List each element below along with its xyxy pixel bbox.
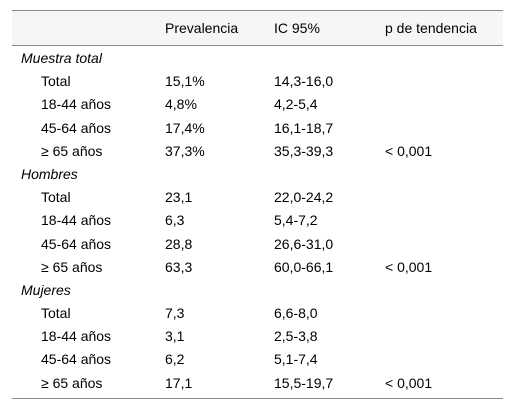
prevalencia-cell: 17,1 — [165, 374, 193, 391]
table-header: Prevalencia IC 95% p de tendencia — [12, 10, 503, 46]
ic-cell: 35,3-39,3 — [274, 142, 334, 159]
section-row: Hombres — [12, 163, 503, 186]
ic-cell: 5,4-7,2 — [274, 212, 318, 229]
section-title: Muestra total — [21, 50, 102, 66]
table-row: 18-44 años 4,8% 4,2-5,4 — [12, 93, 503, 116]
table-row: Total 15,1% 14,3-16,0 — [12, 70, 503, 93]
column-header-ic: IC 95% — [274, 20, 320, 36]
row-label: 18-44 años — [41, 212, 112, 229]
section-row: Mujeres — [12, 279, 503, 302]
ic-cell: 5,1-7,4 — [274, 351, 318, 368]
table-bottom-rule — [12, 398, 503, 399]
ic-cell: 15,5-19,7 — [274, 374, 334, 391]
section-title: Hombres — [21, 165, 78, 182]
table-row: ≥ 65 años 37,3% 35,3-39,3 < 0,001 — [12, 140, 503, 163]
column-header-p: p de tendencia — [385, 20, 477, 36]
prevalencia-cell: 28,8 — [165, 235, 193, 252]
row-label: 18-44 años — [41, 96, 112, 113]
table-row: 45-64 años 28,8 26,6-31,0 — [12, 233, 503, 256]
table-row: 45-64 años 6,2 5,1-7,4 — [12, 348, 503, 371]
prevalencia-cell: 37,3% — [165, 142, 205, 159]
ic-cell: 22,0-24,2 — [274, 189, 334, 206]
prevalencia-cell: 15,1% — [165, 73, 205, 90]
prevalencia-cell: 17,4% — [165, 119, 205, 136]
table-row: Total 23,1 22,0-24,2 — [12, 186, 503, 209]
p-cell: < 0,001 — [385, 374, 433, 391]
table-row: ≥ 65 años 63,3 60,0-66,1 < 0,001 — [12, 256, 503, 279]
prevalencia-cell: 4,8% — [165, 96, 197, 113]
prevalencia-cell: 6,2 — [165, 351, 185, 368]
section-title: Mujeres — [21, 281, 71, 298]
row-label: 45-64 años — [41, 235, 112, 252]
ic-cell: 6,6-8,0 — [274, 305, 318, 322]
prevalence-table: Prevalencia IC 95% p de tendencia Muestr… — [12, 10, 503, 399]
row-label: ≥ 65 años — [41, 142, 103, 159]
prevalencia-cell: 23,1 — [165, 189, 193, 206]
section-row: Muestra total — [12, 47, 503, 70]
table-row: 18-44 años 6,3 5,4-7,2 — [12, 209, 503, 232]
row-label: Total — [41, 73, 71, 90]
row-label: 45-64 años — [41, 119, 112, 136]
row-label: Total — [41, 189, 71, 206]
table-row: 18-44 años 3,1 2,5-3,8 — [12, 325, 503, 348]
prevalencia-cell: 7,3 — [165, 305, 185, 322]
ic-cell: 14,3-16,0 — [274, 73, 334, 90]
ic-cell: 26,6-31,0 — [274, 235, 334, 252]
p-cell: < 0,001 — [385, 258, 433, 275]
table-row: 45-64 años 17,4% 16,1-18,7 — [12, 117, 503, 140]
table-row: Total 7,3 6,6-8,0 — [12, 302, 503, 325]
prevalencia-cell: 3,1 — [165, 328, 185, 345]
ic-cell: 4,2-5,4 — [274, 96, 318, 113]
ic-cell: 16,1-18,7 — [274, 119, 334, 136]
ic-cell: 60,0-66,1 — [274, 258, 334, 275]
row-label: 45-64 años — [41, 351, 112, 368]
ic-cell: 2,5-3,8 — [274, 328, 318, 345]
row-label: Total — [41, 305, 71, 322]
column-header-prevalencia: Prevalencia — [165, 20, 239, 36]
row-label: ≥ 65 años — [41, 258, 103, 275]
table-body: Muestra total Total 15,1% 14,3-16,0 18-44 añ… — [12, 46, 503, 395]
row-label: ≥ 65 años — [41, 374, 103, 391]
row-label: 18-44 años — [41, 328, 112, 345]
prevalencia-cell: 6,3 — [165, 212, 185, 229]
table-row: ≥ 65 años 17,1 15,5-19,7 < 0,001 — [12, 372, 503, 395]
prevalencia-cell: 63,3 — [165, 258, 193, 275]
p-cell: < 0,001 — [385, 142, 433, 159]
